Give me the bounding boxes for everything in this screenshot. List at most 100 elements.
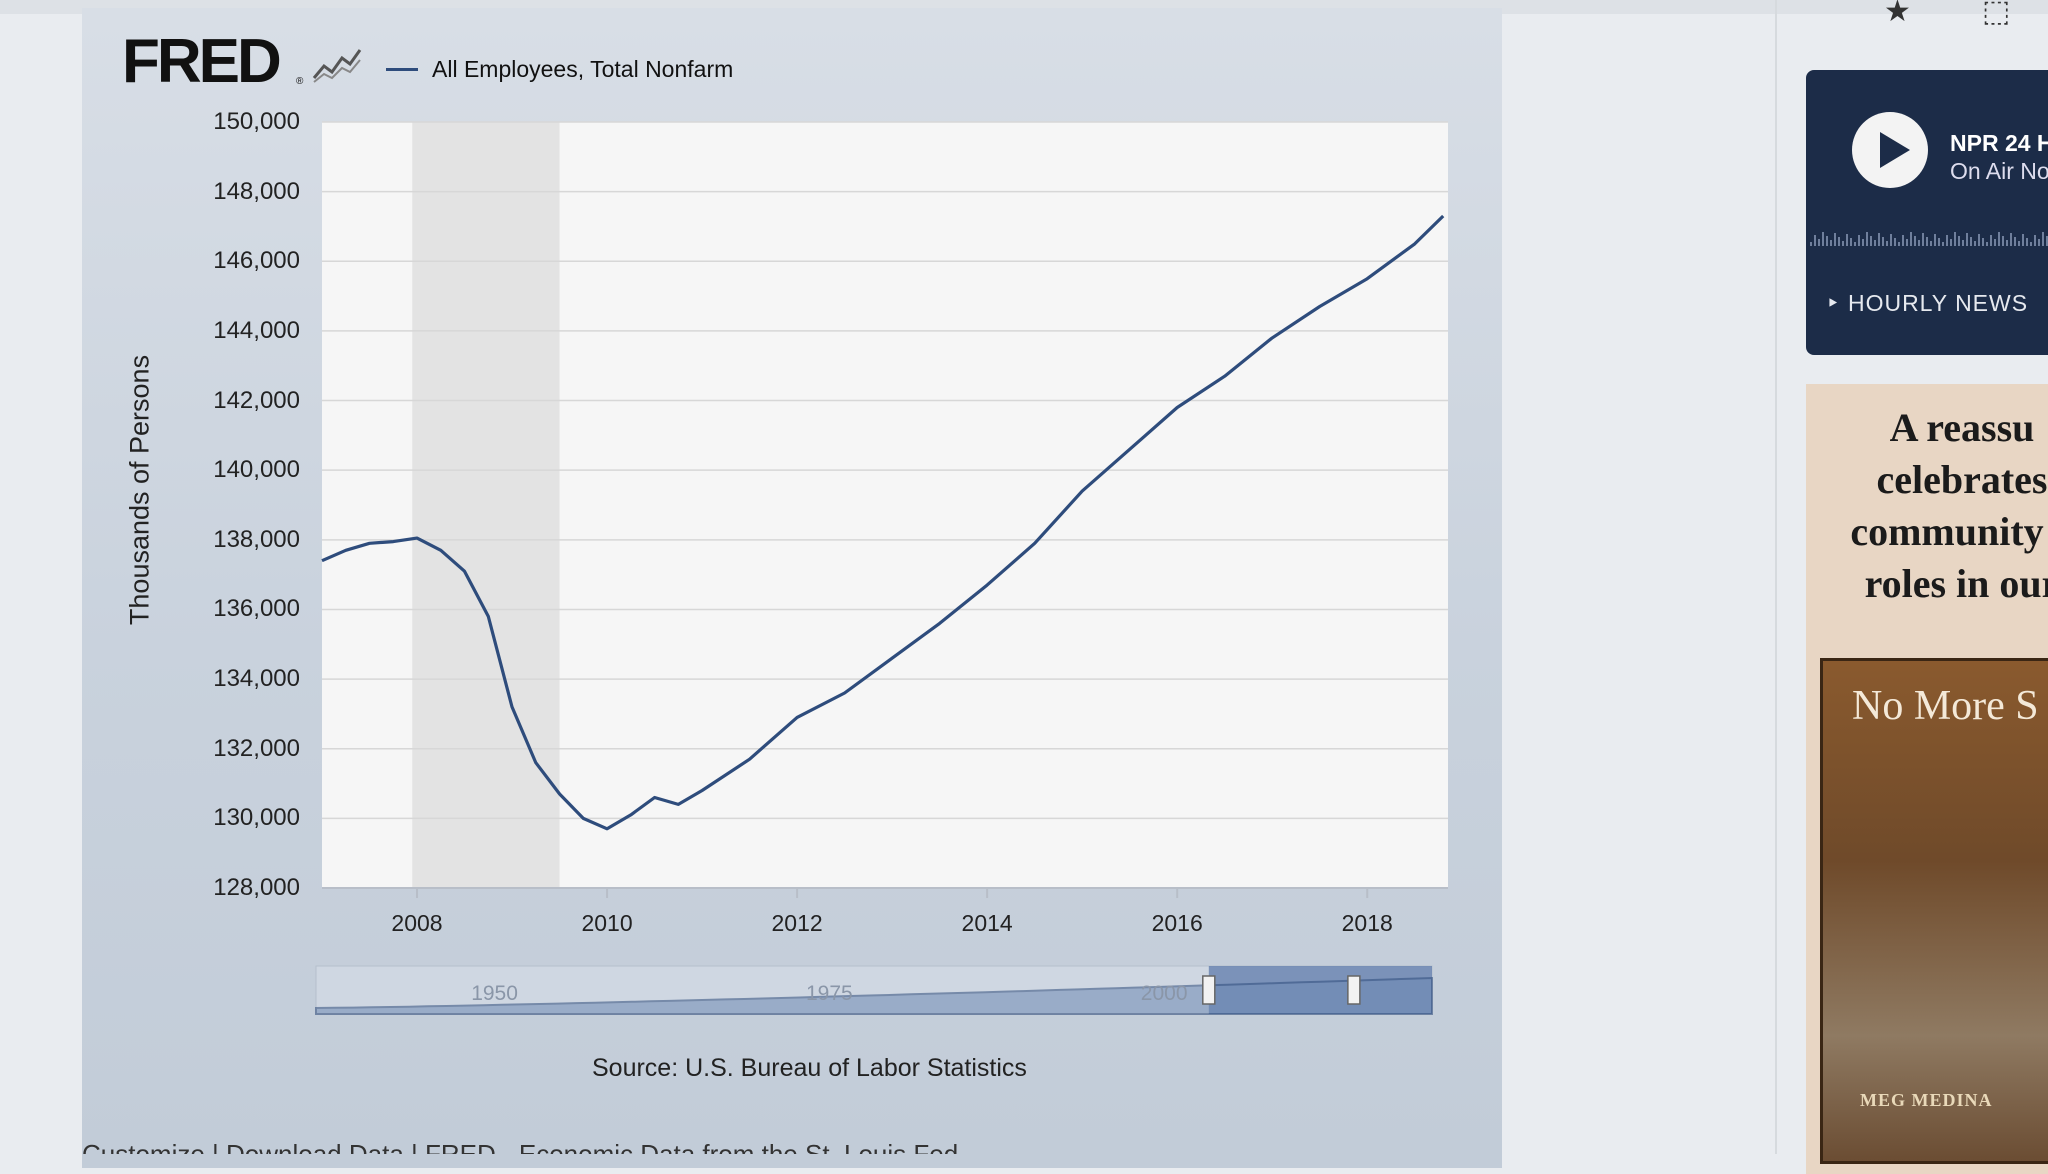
waveform-bar <box>1998 232 2000 246</box>
waveform-bar <box>1990 235 1992 246</box>
legend-series-label[interactable]: All Employees, Total Nonfarm <box>432 56 734 82</box>
hourly-news-link[interactable]: ‣ HOURLY NEWS <box>1826 290 2029 316</box>
fred-logo-registered-mark: ® <box>296 76 304 87</box>
waveform-bar <box>1950 239 1952 246</box>
waveform-bar <box>1986 242 1988 246</box>
waveform-bar <box>2046 236 2048 246</box>
waveform-bar <box>1982 238 1984 246</box>
waveform-bar <box>1906 239 1908 246</box>
navigator-year-label: 1975 <box>806 982 853 1005</box>
waveform-bar <box>1970 237 1972 246</box>
y-tick-label: 142,000 <box>213 386 300 414</box>
audio-waveform-icon <box>1810 232 2048 246</box>
waveform-bar <box>1954 232 1956 246</box>
waveform-bar <box>2030 242 2032 246</box>
navigator-series-area <box>315 976 1433 1015</box>
y-tick-label: 134,000 <box>213 665 300 693</box>
waveform-bar <box>1894 238 1896 246</box>
y-tick-label: 128,000 <box>213 874 300 901</box>
waveform-bar <box>1926 237 1928 246</box>
waveform-bar <box>1858 235 1860 246</box>
waveform-bar <box>1822 232 1824 246</box>
x-tick-label: 2016 <box>1151 910 1203 936</box>
book-cover-image[interactable] <box>1820 658 2048 1164</box>
waveform-bar <box>1826 236 1828 246</box>
waveform-bar <box>1830 240 1832 246</box>
legend-series-swatch <box>386 68 418 71</box>
x-tick-label: 2010 <box>581 910 633 936</box>
npr-player-widget <box>1806 70 2048 355</box>
waveform-bar <box>1974 241 1976 246</box>
waveform-bar <box>1922 233 1924 246</box>
waveform-bar <box>2026 238 2028 246</box>
waveform-bar <box>2018 241 2020 246</box>
series-line <box>321 214 1445 831</box>
navigator-handle <box>1202 975 1216 1005</box>
waveform-bar <box>1958 236 1960 246</box>
navigator-year-label: 1950 <box>471 982 518 1005</box>
page-footer-text[interactable]: Customize | Download Data | FRED - Econo… <box>82 1139 959 1154</box>
waveform-bar <box>1902 235 1904 246</box>
play-icon[interactable] <box>1852 112 1928 188</box>
waveform-bar <box>2014 237 2016 246</box>
recession-shading-layer <box>412 122 560 888</box>
y-tick-label: 146,000 <box>213 247 300 275</box>
waveform-bar <box>1898 242 1900 246</box>
waveform-bar <box>1842 241 1844 246</box>
y-tick-label: 150,000 <box>213 108 300 135</box>
waveform-bar <box>1870 236 1872 246</box>
waveform-bar <box>1838 237 1840 246</box>
waveform-bar <box>1966 233 1968 246</box>
waveform-bar <box>1834 233 1836 246</box>
y-tick-label: 130,000 <box>213 804 300 832</box>
waveform-bar <box>1934 234 1936 246</box>
range-navigator <box>315 965 1433 1015</box>
waveform-bar <box>1810 242 1812 246</box>
y-tick-label: 140,000 <box>213 456 300 484</box>
waveform-bar <box>1850 238 1852 246</box>
bookmark-star-icon[interactable]: ★ <box>1884 0 1911 28</box>
x-tick-label: 2018 <box>1341 910 1393 936</box>
fred-graph-icon <box>312 49 362 83</box>
navigator-year-label: 2000 <box>1140 982 1188 1005</box>
npr-player-title: NPR 24 H <box>1950 130 2048 156</box>
gridlines-layer <box>322 121 1448 898</box>
sidebar-divider <box>1775 0 1777 1154</box>
waveform-bar <box>1874 240 1876 246</box>
npr-player-subtitle: On Air No <box>1950 158 2048 184</box>
waveform-bar <box>1978 234 1980 246</box>
waveform-bar <box>1818 239 1820 246</box>
promo-headline: A reassu celebrates community a roles in… <box>1850 405 2048 606</box>
waveform-bar <box>1942 242 1944 246</box>
y-tick-label: 132,000 <box>213 734 300 762</box>
share-icon[interactable]: ⬚ <box>1982 0 2011 28</box>
waveform-bar <box>1938 238 1940 246</box>
waveform-bar <box>1918 240 1920 246</box>
waveform-bar <box>1946 235 1948 246</box>
x-tick-label: 2008 <box>391 910 443 936</box>
waveform-bar <box>1930 241 1932 246</box>
x-tick-label: 2014 <box>961 910 1013 936</box>
waveform-bar <box>1994 239 1996 246</box>
waveform-bar <box>1878 233 1880 246</box>
y-tick-label: 144,000 <box>213 316 300 344</box>
x-tick-label: 2012 <box>771 910 823 936</box>
navigator-handle <box>1347 975 1361 1005</box>
waveform-bar <box>2034 235 2036 246</box>
waveform-bar <box>1962 240 1964 246</box>
series-layer <box>321 214 1445 831</box>
waveform-bar <box>2042 232 2044 246</box>
waveform-bar <box>1866 232 1868 246</box>
waveform-bar <box>2002 236 2004 246</box>
book-author: MEG MEDINA <box>1860 1090 1993 1110</box>
waveform-bar <box>1890 234 1892 246</box>
waveform-bar <box>1910 232 1912 246</box>
waveform-bar <box>1914 236 1916 246</box>
waveform-bar <box>2038 239 2040 246</box>
y-tick-label: 136,000 <box>213 595 300 623</box>
source-note: Source: U.S. Bureau of Labor Statistics <box>592 1054 1027 1082</box>
fred-logo[interactable]: FRED <box>122 27 282 96</box>
waveform-bar <box>1814 235 1816 246</box>
y-tick-label: 148,000 <box>213 177 300 205</box>
